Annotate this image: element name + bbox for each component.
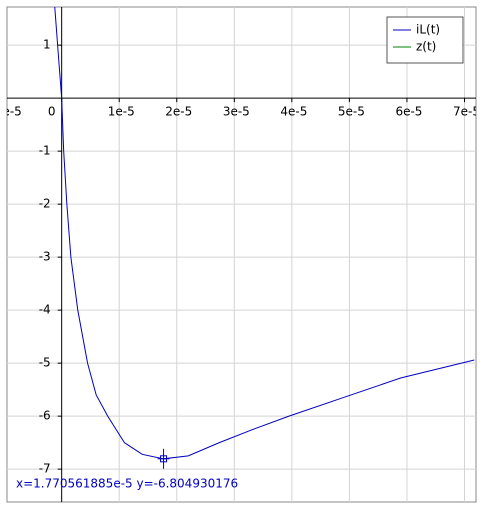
y-tick-label: -7 xyxy=(39,462,51,476)
x-tick-label: 2e-5 xyxy=(165,105,192,119)
x-tick-label: 4e-5 xyxy=(280,105,307,119)
y-tick-label: -4 xyxy=(39,303,51,317)
legend-label: iL(t) xyxy=(416,23,440,37)
marker-label: x=1.770561885e-5 y=-6.804930176 xyxy=(16,477,238,491)
y-tick-label: 1 xyxy=(43,38,51,52)
x-tick-label: 6e-5 xyxy=(395,105,422,119)
x-tick-label: 5e-5 xyxy=(338,105,365,119)
plot: -1e-5 0 1e-5 2e-5 3e-5 4e-5 5e-5 6e-5 7e-5 -7 -6 -5… xyxy=(0,7,480,491)
x-tick-label: 7e-5 xyxy=(453,105,480,119)
x-tick-label: 0 xyxy=(48,105,56,119)
y-tick-label: -2 xyxy=(39,197,51,211)
x-tick-label: 1e-5 xyxy=(108,105,135,119)
x-tick-label: 3e-5 xyxy=(223,105,250,119)
x-tick-label: -1e-5 xyxy=(0,105,22,119)
y-tick-label: -6 xyxy=(39,409,51,423)
grid xyxy=(7,7,476,502)
y-tick-label: -1 xyxy=(39,144,51,158)
legend-label: z(t) xyxy=(416,40,436,54)
legend: iL(t) z(t) xyxy=(386,16,464,64)
series-line xyxy=(54,7,475,460)
y-tick-label: -3 xyxy=(39,250,51,264)
plot-frame xyxy=(6,6,477,503)
y-tick-label: -5 xyxy=(39,356,51,370)
legend-box xyxy=(386,16,464,64)
